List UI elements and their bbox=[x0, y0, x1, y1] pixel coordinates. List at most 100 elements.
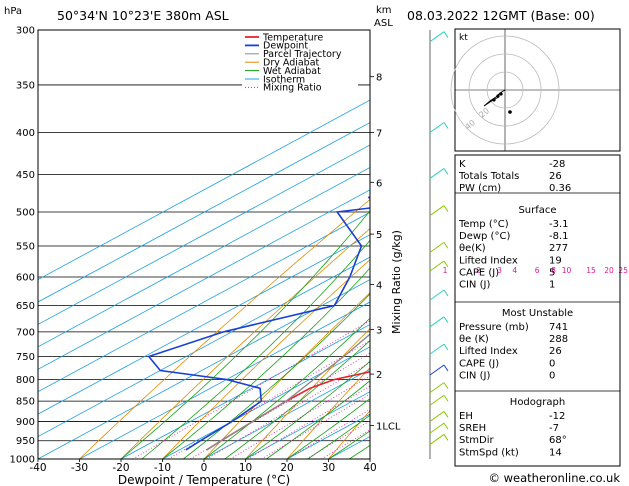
hodograph-table-title: Hodograph bbox=[510, 397, 565, 408]
mixing-ratio-line bbox=[229, 375, 370, 459]
table-row-label: Lifted Index bbox=[459, 255, 518, 266]
mixing-ratio-line bbox=[247, 385, 370, 459]
wind-barb-flag bbox=[443, 411, 449, 418]
wet-adiabat-line bbox=[224, 339, 370, 459]
copyright-label: © weatheronline.co.uk bbox=[488, 471, 620, 485]
parcel-trace bbox=[206, 333, 370, 451]
table-row-label: K bbox=[459, 159, 466, 170]
temperature-tick-label: 0 bbox=[201, 462, 208, 474]
isotherm-line bbox=[38, 211, 370, 393]
diagram-grid bbox=[38, 30, 370, 459]
pressure-tick-label: 450 bbox=[16, 170, 35, 181]
dry-adiabat-line bbox=[203, 292, 370, 459]
wind-barb-flag bbox=[443, 205, 449, 212]
hodograph-panel: kt 20 40 bbox=[450, 28, 621, 152]
wet-adiabat-line bbox=[245, 360, 370, 459]
dry-adiabat-line bbox=[79, 198, 370, 459]
hodograph-point bbox=[499, 92, 503, 96]
table-row-label: CAPE (J) bbox=[459, 358, 499, 369]
height-tick-label: 7 bbox=[376, 129, 382, 140]
wind-barb-flag bbox=[443, 434, 449, 441]
mixing-ratio-line bbox=[132, 320, 370, 459]
pressure-tick-label: 550 bbox=[16, 241, 35, 252]
storm-motion-point bbox=[508, 110, 512, 114]
height-tick-label: 6 bbox=[376, 178, 382, 189]
table-row-label: CIN (J) bbox=[459, 370, 490, 381]
wind-barb bbox=[429, 382, 445, 394]
wind-barb bbox=[429, 31, 445, 43]
temperature-tick-label: -10 bbox=[154, 462, 171, 474]
wet-adiabat-line bbox=[286, 398, 370, 459]
table-row-value: 277 bbox=[549, 243, 568, 254]
wind-barb-flag bbox=[443, 382, 449, 389]
table-row-label: Totals Totals bbox=[458, 171, 519, 182]
km-unit: km bbox=[376, 5, 392, 16]
isotherm-line bbox=[120, 323, 370, 459]
mixing-ratio-label: 15 bbox=[586, 266, 596, 275]
wet-adiabat-line bbox=[203, 317, 370, 459]
pressure-tick-label: 950 bbox=[16, 436, 35, 447]
temperature-tick-label: 30 bbox=[322, 462, 335, 474]
wind-barb-flag bbox=[443, 364, 449, 372]
table-row-label: θe(K) bbox=[459, 243, 486, 254]
table-row-value: 5 bbox=[549, 267, 555, 278]
height-tick-label: 3 bbox=[376, 325, 382, 336]
table-row-value: 0.36 bbox=[549, 183, 571, 194]
dry-adiabat-line bbox=[328, 410, 370, 459]
dewpoint-trace bbox=[147, 196, 370, 451]
table-row-label: θe (K) bbox=[459, 334, 489, 345]
table-row-value: 26 bbox=[549, 171, 562, 182]
hodograph-ring bbox=[450, 35, 560, 145]
hodograph-ring bbox=[486, 71, 524, 109]
pressure-tick-label: 900 bbox=[16, 417, 35, 428]
mixing-ratio-label: 20 bbox=[604, 266, 614, 275]
pressure-tick-label: 750 bbox=[16, 352, 35, 363]
legend-label: Parcel Trajectory bbox=[263, 49, 342, 60]
table-row-value: -3.1 bbox=[549, 219, 569, 230]
axes: 3003504004505005506006507007508008509009… bbox=[10, 26, 629, 475]
wind-barb bbox=[429, 434, 445, 445]
height-tick-label: 2 bbox=[376, 370, 382, 381]
table-row-label: Lifted Index bbox=[459, 346, 518, 357]
wind-barb bbox=[429, 343, 445, 355]
pressure-tick-label: 800 bbox=[16, 375, 35, 386]
isotherm-line bbox=[203, 368, 370, 459]
table-row-value: 19 bbox=[549, 255, 562, 266]
isotherm-line bbox=[38, 166, 370, 348]
hodograph-ring bbox=[468, 53, 542, 127]
wind-barb-flag bbox=[443, 31, 449, 38]
wind-barb bbox=[429, 122, 445, 133]
table-row-value: -8.1 bbox=[549, 231, 569, 242]
pressure-tick-label: 300 bbox=[16, 26, 35, 37]
date-label: 08.03.2022 12GMT (Base: 00) bbox=[407, 8, 595, 23]
most-unstable-title: Most Unstable bbox=[502, 308, 573, 319]
table-row-label: PW (cm) bbox=[459, 183, 501, 194]
dry-adiabat-line bbox=[162, 259, 370, 459]
table-row-label: Dewp (°C) bbox=[459, 231, 510, 242]
table-row-label: Pressure (mb) bbox=[459, 322, 529, 333]
isotherm-line bbox=[38, 99, 370, 281]
hodograph-point bbox=[492, 98, 496, 102]
x-axis-title: Dewpoint / Temperature (°C) bbox=[118, 473, 290, 486]
isotherm-line bbox=[38, 279, 370, 459]
table-row-label: StmSpd (kt) bbox=[459, 447, 519, 458]
mixing-ratio-label: 25 bbox=[618, 266, 628, 275]
hodograph-point bbox=[496, 94, 500, 98]
wet-adiabat-line bbox=[120, 210, 370, 459]
dry-adiabat-line bbox=[245, 328, 370, 459]
table-row-value: 68° bbox=[549, 435, 567, 446]
wind-barb bbox=[429, 394, 445, 406]
temperature-tick-label: -20 bbox=[112, 462, 129, 474]
pressure-tick-label: 600 bbox=[16, 272, 35, 283]
table-row-label: Temp (°C) bbox=[458, 219, 509, 230]
table-row-value: 0 bbox=[549, 358, 555, 369]
index-table-frame bbox=[454, 154, 621, 467]
wind-barb bbox=[429, 364, 445, 376]
temperature-tick-label: 40 bbox=[363, 462, 376, 474]
height-tick-label: 5 bbox=[376, 230, 382, 241]
temperature-tick-label: 20 bbox=[280, 462, 293, 474]
pressure-unit: hPa bbox=[4, 6, 22, 17]
